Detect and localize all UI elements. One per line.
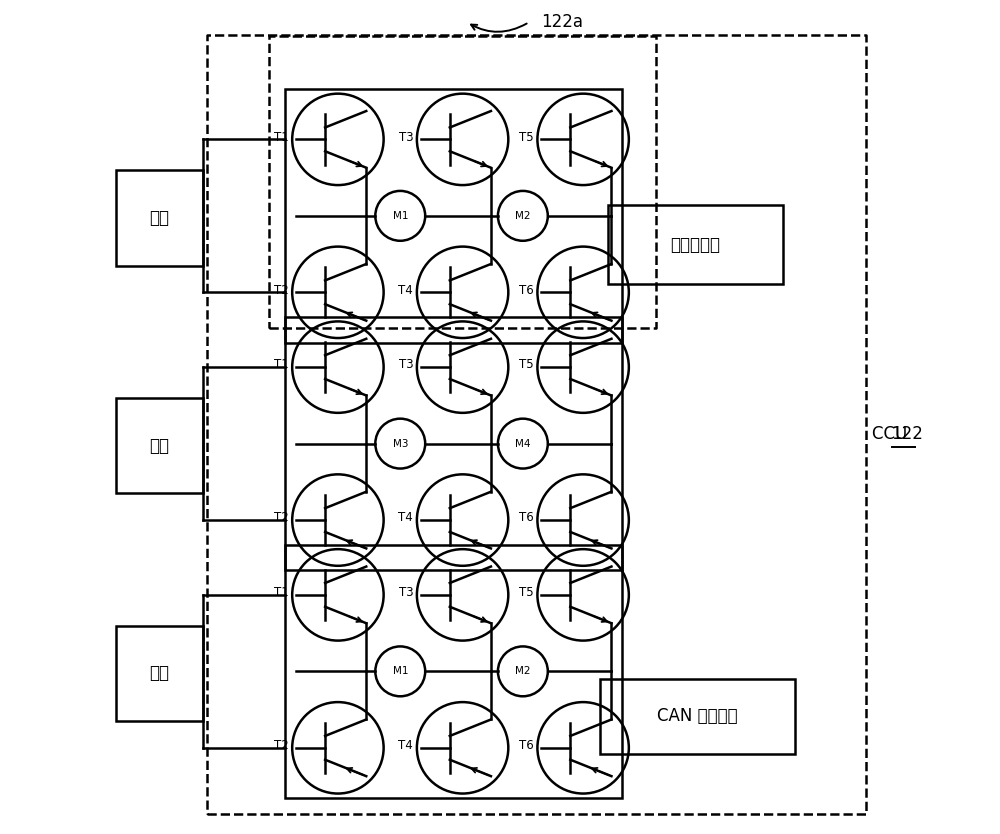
- Bar: [116, 626, 203, 721]
- Bar: [285, 317, 622, 570]
- Text: T3: T3: [399, 131, 413, 143]
- Bar: [285, 89, 622, 343]
- Text: T2: T2: [274, 739, 289, 752]
- Text: T3: T3: [399, 359, 413, 371]
- Text: T6: T6: [519, 739, 534, 752]
- Bar: [116, 398, 203, 494]
- Text: T5: T5: [519, 586, 534, 599]
- Text: T1: T1: [274, 586, 289, 599]
- Text: CCU: CCU: [872, 425, 913, 443]
- Text: 122a: 122a: [542, 13, 584, 31]
- Bar: [608, 205, 783, 284]
- Text: T1: T1: [274, 131, 289, 143]
- Text: T6: T6: [519, 284, 534, 297]
- Text: M2: M2: [515, 666, 531, 676]
- Text: T5: T5: [519, 131, 534, 143]
- Text: 电源: 电源: [150, 665, 170, 682]
- Text: T4: T4: [398, 284, 413, 297]
- Text: M1: M1: [393, 666, 408, 676]
- Text: 温度传感器: 温度传感器: [670, 235, 720, 254]
- Text: M3: M3: [393, 439, 408, 449]
- Text: M1: M1: [393, 211, 408, 221]
- Text: T4: T4: [398, 739, 413, 752]
- Text: M4: M4: [515, 439, 531, 449]
- Text: CAN 收发模块: CAN 收发模块: [657, 707, 738, 726]
- Text: M2: M2: [515, 211, 531, 221]
- Text: T1: T1: [274, 359, 289, 371]
- Text: T2: T2: [274, 284, 289, 297]
- Bar: [116, 170, 203, 266]
- Bar: [285, 545, 622, 798]
- Text: T2: T2: [274, 511, 289, 525]
- Text: 电源: 电源: [150, 209, 170, 227]
- Text: 122: 122: [892, 425, 923, 443]
- Text: T5: T5: [519, 359, 534, 371]
- Text: T6: T6: [519, 511, 534, 525]
- Text: T3: T3: [399, 586, 413, 599]
- Text: T4: T4: [398, 511, 413, 525]
- Bar: [600, 679, 795, 754]
- Text: 电源: 电源: [150, 437, 170, 455]
